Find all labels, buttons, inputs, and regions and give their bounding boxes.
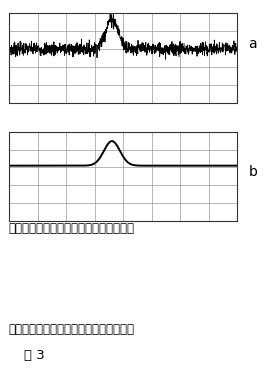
Text: 采用窄的视频带宽时，噪声的波显著减少: 采用窄的视频带宽时，噪声的波显著减少 [8, 323, 134, 336]
Text: a: a [249, 38, 257, 51]
Text: 图 3: 图 3 [24, 349, 45, 362]
Text: b: b [249, 165, 257, 179]
Text: 采用宽的视频带宽时，噪声的波动相当大: 采用宽的视频带宽时，噪声的波动相当大 [8, 222, 134, 235]
